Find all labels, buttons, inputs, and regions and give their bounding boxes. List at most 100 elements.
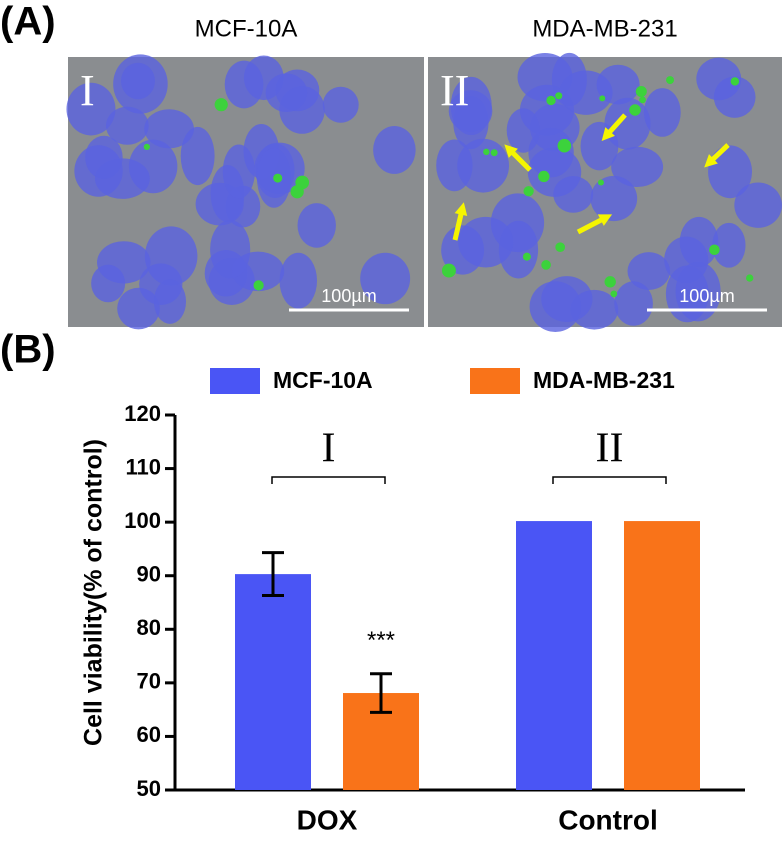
green-dot bbox=[295, 175, 310, 190]
cell-nucleus bbox=[279, 252, 318, 309]
green-dot bbox=[143, 143, 150, 151]
cell-nucleus bbox=[85, 135, 123, 179]
green-dot bbox=[635, 85, 647, 97]
arrow bbox=[508, 148, 532, 172]
cell-nucleus bbox=[696, 57, 742, 101]
image-numeral: II bbox=[440, 66, 469, 115]
group-label: I bbox=[322, 426, 336, 472]
cell-nucleus bbox=[458, 216, 514, 268]
cell-nucleus bbox=[66, 82, 116, 136]
green-dot bbox=[709, 244, 720, 256]
green-dot bbox=[604, 276, 616, 288]
cell-nucleus bbox=[457, 138, 510, 193]
panel-label: (B) bbox=[0, 328, 56, 372]
cell-nucleus bbox=[121, 62, 155, 100]
green-dot bbox=[546, 95, 556, 106]
group-label: II bbox=[596, 426, 624, 472]
green-dot bbox=[541, 260, 551, 270]
green-dot bbox=[214, 98, 228, 112]
green-dot bbox=[253, 280, 264, 291]
y-tick-label: 70 bbox=[137, 669, 161, 694]
panel-label: (A) bbox=[0, 0, 56, 44]
error-bar bbox=[262, 551, 284, 598]
cell-nucleus bbox=[708, 145, 753, 199]
legend-swatch bbox=[470, 368, 520, 394]
cell-nucleus bbox=[614, 281, 653, 326]
y-tick-label: 60 bbox=[137, 722, 161, 747]
legend-label: MCF-10A bbox=[273, 367, 373, 393]
arrow-head bbox=[601, 127, 615, 141]
significance: *** bbox=[367, 627, 395, 654]
cell-nucleus bbox=[224, 60, 264, 109]
cell-nucleus bbox=[553, 176, 594, 213]
cell-nucleus bbox=[210, 220, 251, 279]
arrow-head bbox=[704, 154, 718, 168]
legend-label: MDA-MB-231 bbox=[533, 367, 675, 393]
cell-nucleus bbox=[360, 252, 411, 305]
cell-nucleus bbox=[373, 126, 416, 174]
green-dot bbox=[522, 252, 531, 261]
arrow bbox=[452, 209, 465, 241]
cell-nucleus bbox=[222, 144, 255, 199]
image-title: MDA-MB-231 bbox=[532, 15, 677, 42]
green-dot bbox=[273, 173, 283, 183]
cell-nucleus bbox=[529, 281, 582, 332]
y-tick-label: 120 bbox=[124, 401, 161, 426]
green-dot bbox=[666, 76, 675, 85]
cell-nucleus bbox=[665, 265, 709, 323]
y-axis-label: Cell viability(% of control) bbox=[80, 439, 108, 746]
y-tick-label: 80 bbox=[137, 615, 161, 640]
green-dot bbox=[746, 274, 754, 282]
cell-nucleus bbox=[643, 88, 681, 137]
cell-nucleus bbox=[144, 109, 195, 149]
green-dot bbox=[523, 186, 534, 197]
green-dot bbox=[629, 104, 641, 116]
arrow-head bbox=[597, 214, 613, 226]
cell-nucleus bbox=[712, 222, 746, 268]
green-dot bbox=[538, 170, 550, 183]
cell-nucleus bbox=[627, 252, 671, 290]
scale-bar-label: 100µm bbox=[679, 286, 734, 306]
y-tick-label: 90 bbox=[137, 562, 161, 587]
green-dot bbox=[599, 95, 606, 102]
cell-nucleus bbox=[590, 175, 638, 222]
cell-nucleus bbox=[153, 279, 187, 324]
arrow-head bbox=[454, 202, 468, 217]
green-dot bbox=[441, 263, 456, 278]
cell-nucleus bbox=[297, 203, 336, 248]
cell-nucleus bbox=[506, 108, 540, 153]
error-bar bbox=[370, 672, 392, 714]
x-tick-label: DOX bbox=[297, 804, 358, 835]
cell-nucleus bbox=[322, 86, 359, 123]
cell-nucleus bbox=[596, 64, 640, 105]
cell-nucleus bbox=[265, 73, 308, 113]
cell-nucleus bbox=[734, 182, 782, 228]
legend-swatch bbox=[210, 368, 260, 394]
arrow bbox=[576, 215, 607, 235]
bar bbox=[235, 574, 311, 790]
image-numeral: I bbox=[80, 66, 95, 115]
green-dot bbox=[555, 242, 566, 253]
arrow-head bbox=[504, 144, 518, 158]
green-dot bbox=[557, 138, 572, 153]
green-dot bbox=[639, 96, 646, 104]
image-title: MCF-10A bbox=[195, 15, 298, 42]
green-dot bbox=[490, 149, 498, 157]
y-tick-label: 50 bbox=[137, 776, 161, 801]
bar bbox=[624, 521, 700, 790]
y-tick-label: 110 bbox=[126, 454, 162, 479]
y-tick-label: 100 bbox=[124, 508, 161, 533]
cell-nucleus bbox=[105, 106, 149, 145]
cell-nucleus bbox=[450, 76, 492, 136]
cell-nucleus bbox=[144, 226, 198, 286]
cell-nucleus bbox=[611, 146, 664, 188]
scale-bar-label: 100µm bbox=[321, 286, 376, 306]
green-dot bbox=[610, 290, 618, 298]
green-dot bbox=[597, 179, 604, 186]
green-dot bbox=[483, 148, 490, 156]
x-tick-label: Control bbox=[558, 804, 658, 835]
green-dot bbox=[730, 77, 740, 86]
bar bbox=[516, 521, 592, 790]
cell-nucleus bbox=[679, 216, 719, 267]
